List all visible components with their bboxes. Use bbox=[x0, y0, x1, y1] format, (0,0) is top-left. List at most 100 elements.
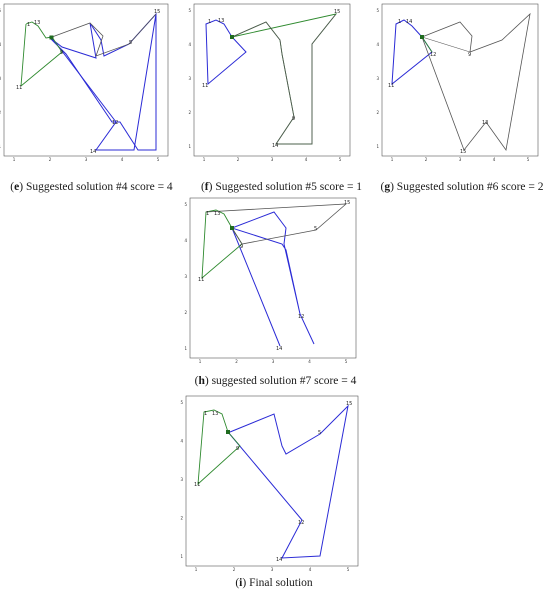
panel-letter-h: h bbox=[198, 375, 205, 387]
x-tick-label: 3 bbox=[459, 157, 462, 162]
point-label: 1 bbox=[204, 411, 207, 417]
point-label: 13 bbox=[214, 211, 220, 217]
plot-f: 1 13 11 9 14 15 1 2 3 4 5 1 2 3 4 5 bbox=[188, 3, 351, 162]
point-label: 11 bbox=[194, 482, 200, 488]
y-tick-label: 3 bbox=[184, 274, 187, 279]
point-label: 5 bbox=[129, 40, 132, 46]
y-tick-label: 4 bbox=[188, 42, 191, 47]
caption-text-g: Suggested solution #6 score = 2 bbox=[396, 181, 544, 193]
point-label: 12 bbox=[298, 520, 304, 526]
point-label: 1 bbox=[206, 211, 209, 217]
route-green-i bbox=[197, 409, 241, 486]
x-tick-label: 2 bbox=[237, 157, 240, 162]
point-label: 5 bbox=[314, 226, 317, 232]
y-tick-label: 4 bbox=[0, 42, 1, 47]
point-label: 15 bbox=[346, 401, 352, 407]
x-tick-label: 4 bbox=[305, 157, 308, 162]
point-label: 9 bbox=[468, 52, 471, 58]
point-label: 12 bbox=[430, 52, 436, 58]
x-tick-label: 4 bbox=[308, 359, 311, 364]
y-tick-label: 3 bbox=[188, 76, 191, 81]
depot-marker-h bbox=[230, 226, 234, 230]
x-tick-label: 3 bbox=[272, 359, 275, 364]
y-tick-label: 2 bbox=[188, 110, 191, 115]
point-label: 11 bbox=[202, 83, 208, 89]
point-label: 15 bbox=[154, 9, 160, 15]
point-label: 15 bbox=[460, 149, 466, 155]
x-tick-label: 2 bbox=[49, 157, 52, 162]
caption-text-h: suggested solution #7 score = 4 bbox=[211, 375, 357, 387]
y-tick-label: 1 bbox=[0, 144, 1, 149]
y-tick-label: 5 bbox=[184, 202, 187, 207]
x-tick-label: 1 bbox=[195, 567, 198, 572]
point-label: 13 bbox=[218, 18, 224, 24]
x-tick-label: 1 bbox=[13, 157, 16, 162]
y-tick-label: 3 bbox=[376, 76, 379, 81]
point-label: 11 bbox=[16, 85, 22, 91]
panel-letter-i: i bbox=[239, 577, 243, 589]
route-blue-e-2 bbox=[51, 13, 157, 151]
y-tick-label: 4 bbox=[184, 238, 187, 243]
point-label: 12 bbox=[112, 120, 118, 126]
point-label: 9 bbox=[240, 244, 243, 250]
y-tick-label: 3 bbox=[180, 477, 183, 482]
y-tick-label: 1 bbox=[184, 346, 187, 351]
x-tick-label: 5 bbox=[157, 157, 160, 162]
panel-f: 1 13 11 9 14 15 1 2 3 4 5 1 2 3 4 5 (f) Suggested… bbox=[188, 3, 362, 193]
y-tick-label: 5 bbox=[188, 8, 191, 13]
y-tick-label: 4 bbox=[376, 42, 379, 47]
x-tick-label: 5 bbox=[347, 567, 350, 572]
x-tick-label: 2 bbox=[235, 359, 238, 364]
y-tick-label: 3 bbox=[0, 76, 1, 81]
y-tick-label: 5 bbox=[180, 400, 183, 405]
caption-h: (h) suggested solution #7 score = 4 bbox=[194, 375, 357, 387]
x-tick-label: 4 bbox=[309, 567, 312, 572]
x-tick-label: 1 bbox=[203, 157, 206, 162]
route-gray-h bbox=[205, 203, 348, 245]
y-tick-label: 2 bbox=[376, 110, 379, 115]
depot-marker-i bbox=[226, 430, 230, 434]
point-label: 1 bbox=[398, 19, 401, 25]
x-tick-label: 4 bbox=[493, 157, 496, 162]
depot-marker-e bbox=[49, 35, 54, 40]
point-label: 5 bbox=[318, 430, 321, 436]
route-gray-f bbox=[231, 13, 337, 145]
point-label: 14 bbox=[272, 143, 278, 149]
point-label: 15 bbox=[334, 9, 340, 15]
point-label: 13 bbox=[482, 120, 488, 126]
point-label: 14 bbox=[276, 557, 282, 563]
caption-text-i: Final solution bbox=[249, 577, 313, 589]
route-blue-f bbox=[205, 19, 247, 86]
panel-letter-f: f bbox=[204, 181, 209, 193]
point-label: 11 bbox=[388, 83, 394, 89]
point-label: 12 bbox=[298, 314, 304, 320]
point-label: 9 bbox=[292, 116, 295, 122]
panel-letter-g: g bbox=[384, 181, 391, 193]
x-tick-label: 5 bbox=[345, 359, 348, 364]
caption-e: (e) Suggested solution #4 score = 4 bbox=[10, 181, 173, 193]
x-tick-label: 2 bbox=[425, 157, 428, 162]
x-tick-label: 3 bbox=[271, 157, 274, 162]
x-tick-label: 4 bbox=[121, 157, 124, 162]
caption-f: (f) Suggested solution #5 score = 1 bbox=[200, 181, 363, 193]
point-label: 13 bbox=[212, 411, 218, 417]
route-gray-g bbox=[421, 12, 531, 152]
point-label: 9 bbox=[236, 446, 239, 452]
depot-marker-f bbox=[230, 35, 234, 39]
y-tick-label: 2 bbox=[184, 310, 187, 315]
x-tick-label: 5 bbox=[527, 157, 530, 162]
point-label: 13 bbox=[34, 20, 40, 26]
y-tick-label: 4 bbox=[180, 439, 183, 444]
point-label: 9 bbox=[60, 50, 63, 56]
x-tick-label: 1 bbox=[199, 359, 202, 364]
route-blue-i bbox=[227, 404, 349, 559]
route-gray-g-2 bbox=[421, 36, 471, 53]
route-gray-e bbox=[51, 13, 157, 57]
y-tick-label: 1 bbox=[188, 144, 191, 149]
caption-text-e: Suggested solution #4 score = 4 bbox=[25, 181, 173, 193]
point-label: 14 bbox=[406, 19, 412, 25]
